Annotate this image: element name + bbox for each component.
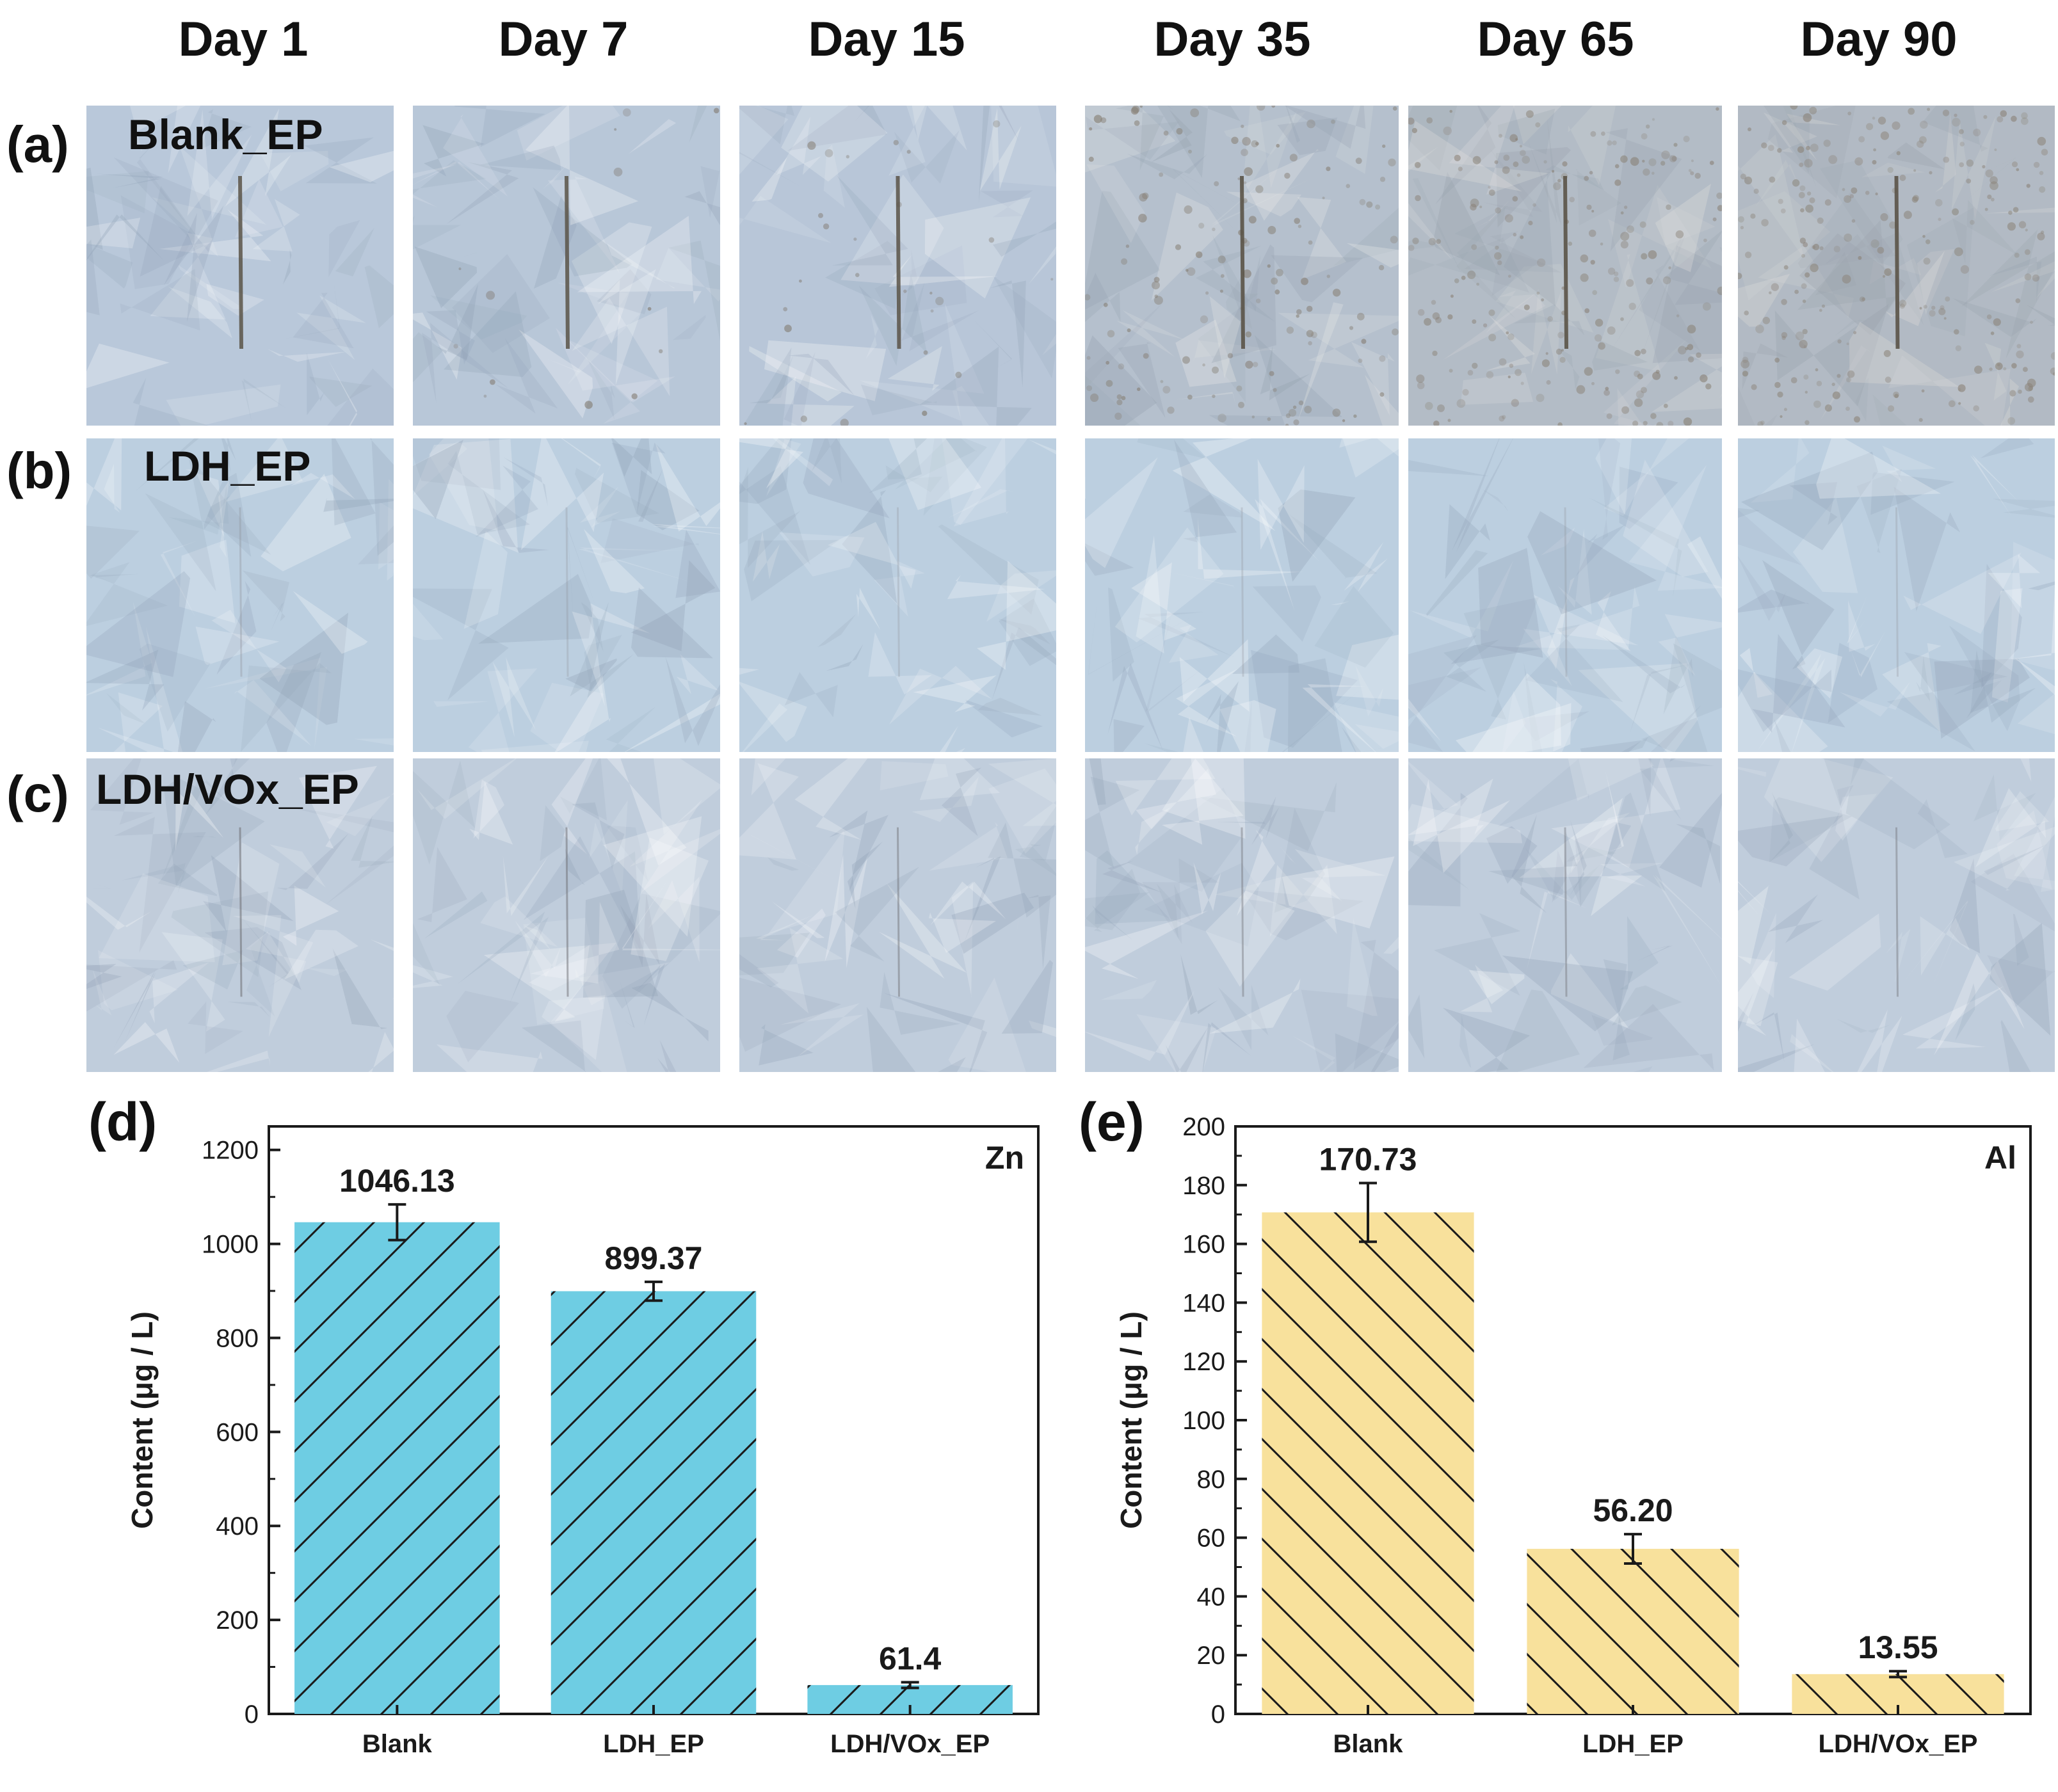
- y-tick-label: 200: [1182, 1113, 1225, 1141]
- x-category-label: LDH_EP: [603, 1730, 704, 1758]
- sample-label-blank-ep: Blank_EP: [128, 111, 323, 158]
- data-label: 56.20: [1593, 1492, 1673, 1528]
- coating-photo: [739, 106, 1056, 426]
- y-tick-label: 200: [216, 1606, 259, 1635]
- error-bar: [1624, 1533, 1642, 1565]
- panel-label-d: (d): [88, 1092, 157, 1152]
- coating-photo: [1738, 758, 2055, 1072]
- day-header-15: Day 15: [808, 12, 965, 67]
- y-tick-label: 80: [1197, 1466, 1226, 1494]
- data-label: 899.37: [605, 1240, 703, 1276]
- data-label: 13.55: [1858, 1629, 1938, 1665]
- coating-photo: [739, 758, 1056, 1072]
- element-label: Al: [1984, 1140, 2016, 1176]
- x-category-label: Blank: [1333, 1730, 1404, 1758]
- y-tick-label: 140: [1182, 1289, 1225, 1317]
- coating-photo: [86, 106, 394, 426]
- x-category-label: LDH_EP: [1582, 1730, 1684, 1758]
- bar: [294, 1222, 500, 1714]
- y-tick-label: 0: [1211, 1700, 1225, 1729]
- panel-label-e: (e): [1079, 1092, 1145, 1152]
- coating-photo: [1085, 106, 1399, 426]
- y-axis-label: Content (μg / L): [1114, 1311, 1148, 1529]
- error-bar: [901, 1681, 919, 1690]
- y-tick-label: 1000: [202, 1231, 259, 1259]
- data-label: 1046.13: [339, 1163, 455, 1199]
- day-header-1: Day 1: [178, 12, 309, 67]
- x-category-label: LDH/VOx_EP: [1819, 1730, 1978, 1758]
- y-tick-label: 800: [216, 1324, 259, 1352]
- data-label: 170.73: [1319, 1141, 1417, 1177]
- y-tick-label: 180: [1182, 1172, 1225, 1200]
- error-bar: [1359, 1181, 1377, 1244]
- coating-photo: [86, 438, 394, 752]
- element-label: Zn: [985, 1140, 1024, 1176]
- coating-photo: [1408, 758, 1722, 1072]
- coating-photo: [86, 758, 394, 1072]
- coating-photo: [1085, 758, 1399, 1072]
- coating-photo: [413, 758, 720, 1072]
- coating-photo: [1738, 106, 2055, 426]
- day-header-90: Day 90: [1800, 12, 1958, 67]
- error-bar: [388, 1203, 406, 1242]
- coating-photo: [1408, 438, 1722, 752]
- y-tick-label: 1200: [202, 1137, 259, 1165]
- y-tick-label: 40: [1197, 1583, 1226, 1611]
- coating-photo: [739, 438, 1056, 752]
- row-label-a: (a): [6, 116, 69, 173]
- coating-photo: [413, 106, 720, 426]
- bar: [1527, 1549, 1739, 1714]
- x-category-label: Blank: [362, 1730, 433, 1758]
- coating-photo: [1408, 106, 1722, 426]
- zn-bar-chart: 0 200 400 600 800 1000 1200 Content (μg / L) Zn 1…: [125, 1125, 1040, 1758]
- y-axis-label: Content (μg / L): [125, 1311, 159, 1529]
- al-bar-chart: 0 20 40 60 80 100 120 140 160 180 200 Content (μg /…: [1114, 1113, 2032, 1758]
- error-bar: [645, 1280, 663, 1302]
- sample-label-ldh-vox-ep: LDH/VOx_EP: [96, 765, 359, 813]
- data-label: 61.4: [879, 1641, 942, 1677]
- y-tick-label: 100: [1182, 1407, 1225, 1435]
- y-tick-label: 20: [1197, 1642, 1226, 1670]
- y-tick-label: 160: [1182, 1231, 1225, 1259]
- sample-label-ldh-ep: LDH_EP: [144, 442, 311, 490]
- bar: [551, 1291, 757, 1714]
- x-category-label: LDH/VOx_EP: [830, 1730, 990, 1758]
- day-header-35: Day 35: [1154, 12, 1311, 67]
- y-tick-label: 400: [216, 1512, 259, 1540]
- coating-photo: [413, 438, 720, 752]
- y-tick-label: 600: [216, 1418, 259, 1446]
- row-label-b: (b): [6, 442, 72, 499]
- day-header-65: Day 65: [1477, 12, 1634, 67]
- coating-photo: [1738, 438, 2055, 752]
- row-label-c: (c): [6, 765, 69, 822]
- y-tick-label: 60: [1197, 1524, 1226, 1553]
- error-bar: [1889, 1670, 1907, 1679]
- coating-photo: [1085, 438, 1399, 752]
- y-tick-label: 120: [1182, 1348, 1225, 1376]
- day-header-7: Day 7: [498, 12, 629, 67]
- bar: [1262, 1212, 1474, 1714]
- y-tick-label: 0: [245, 1700, 259, 1729]
